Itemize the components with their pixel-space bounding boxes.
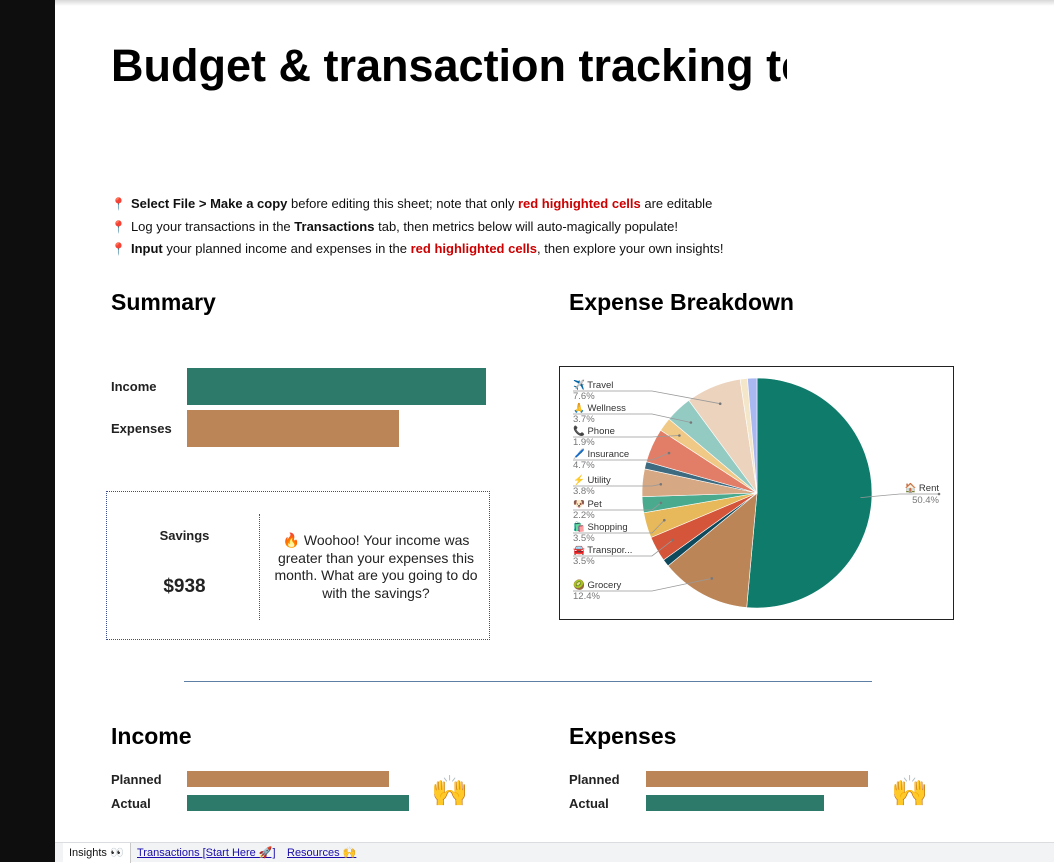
savings-card: Savings $938 🔥 Woohoo! Your income was g… [106,491,490,640]
pie-leader-dot [678,434,681,437]
pie-leader-dot [710,577,714,580]
pie-slice-label: 🐶 Pet [573,499,602,510]
pin-icon: 📍 [111,242,126,256]
tab-insights[interactable]: Insights 👀 [63,843,131,863]
expenses-actual-label: Actual [569,796,609,811]
pie-leader-dot [689,421,693,424]
pie-leader-line [573,413,691,423]
instructions: 📍 Select File > Make a copy before editin… [111,193,723,261]
pie-leader-dot [659,483,663,486]
pie-slice-label: ⚡ Utility [573,474,611,486]
expense-pie-chart[interactable]: ✈️ Travel 7.6% 🙏 Wellness 3.7% 📞 Phone 1.9% 🖊️… [559,366,954,620]
expenses-planned-label: Planned [569,772,620,787]
instruction-text: , then explore your own insights! [537,241,724,256]
pie-slice-percent: 2.2% [573,510,595,521]
instruction-red-text: red highlighted cells [410,241,538,256]
savings-divider [259,514,260,620]
pie-leader-line [573,452,670,461]
pie-slice-percent: 3.8% [573,486,595,497]
pie-slice-percent: 3.7% [573,414,595,425]
instruction-bold: Input [130,241,163,256]
income-planned-label: Planned [111,772,162,787]
summary-expenses-label: Expenses [111,421,172,436]
income-actual-bar[interactable] [187,795,409,811]
pin-icon: 📍 [111,197,126,211]
pie-slice-label: 🚘 Transpor... [573,545,632,556]
pie-slice-percent: 3.5% [573,556,595,567]
expenses-heading: Expenses [569,723,677,749]
pie-slice[interactable] [747,377,758,494]
pie-slice-label: 📞 Phone [573,424,615,437]
pie-leader-line [860,493,939,498]
instruction-bold: Select File > Make a copy [130,196,288,211]
left-dark-rail [0,0,55,862]
expense-breakdown-heading: Expense Breakdown [569,289,794,315]
instruction-text: Log your transactions in the [130,218,295,234]
expenses-actual-bar[interactable] [646,795,824,811]
sheet-canvas: Budget & transaction tracking template 📍… [55,0,1054,842]
instruction-line-3: 📍 Input your planned income and expenses … [111,238,723,261]
pie-slice-percent: 50.4% [912,495,939,506]
tab-resources[interactable]: Resources 🙌 [287,847,357,859]
summary-income-bar[interactable] [187,368,486,405]
summary-expenses-bar[interactable] [187,410,399,447]
instruction-line-1: 📍 Select File > Make a copy before editin… [111,193,723,216]
pie-leader-dot [937,492,941,496]
instruction-text: are editable [640,196,713,211]
summary-heading: Summary [111,289,216,315]
instruction-red-text: red highighted cells [517,196,641,211]
pie-leader-line [573,519,665,534]
pie-leader-line [573,578,712,592]
raised-hands-icon: 🙌 [891,775,929,808]
savings-value: $938 [163,576,206,597]
summary-income-label: Income [111,379,157,394]
instruction-text: your planned income and expenses in the [162,241,411,256]
pie-slice-label: ✈️ Travel [573,379,613,391]
pie-leader-dot [659,501,663,505]
pie-leader-dot [663,518,666,522]
section-separator [184,681,872,682]
page-title: Budget & transaction tracking template [111,40,787,91]
instruction-text: before editing this sheet; note that onl… [287,196,518,211]
pie-leader-line [573,435,680,438]
top-shadow [55,0,1054,6]
instruction-bold: Transactions [294,218,375,234]
pie-leader-dot [667,451,671,455]
savings-label: Savings [159,528,210,543]
pie-slice-percent: 3.5% [573,533,595,544]
savings-message: 🔥 Woohoo! Your income was greater than y… [274,532,478,601]
instruction-text: tab, then metrics below will auto-magica… [374,218,678,234]
income-actual-label: Actual [111,796,151,811]
pie-slice-label: 🥝 Grocery [573,578,622,591]
pin-icon: 📍 [111,219,126,234]
pie-leader-line [573,539,673,557]
tab-transactions[interactable]: Transactions [Start Here 🚀] [137,847,276,859]
income-planned-bar[interactable] [187,771,389,787]
pie-slice-percent: 12.4% [573,591,600,602]
pie-leader-line [573,483,661,487]
pie-leader-dot [718,402,722,405]
income-heading: Income [111,723,192,749]
pie-slice-label: 🙏 Wellness [573,402,626,414]
raised-hands-icon: 🙌 [431,775,469,808]
pie-slice-label: 🛍️ Shopping [573,521,628,533]
pie-leader-dot [671,538,674,542]
pie-slice-percent: 4.7% [573,460,595,471]
pie-slice-percent: 7.6% [573,391,595,402]
pie-slice-percent: 1.9% [573,437,595,448]
pie-slice-label: 🖊️ Insurance [573,448,629,460]
pie-slice[interactable] [667,492,758,608]
instruction-line-2: 📍 Log your transactions in the Transactio… [111,216,723,239]
pie-slice[interactable] [746,377,873,609]
pie-leader-line [573,502,662,511]
pie-leader-line [573,390,721,405]
sheet-tab-bar: Insights 👀 Transactions [Start Here 🚀] R… [55,842,1054,863]
pie-slice-label: 🏠 Rent [904,482,939,494]
expenses-planned-bar[interactable] [646,771,868,787]
